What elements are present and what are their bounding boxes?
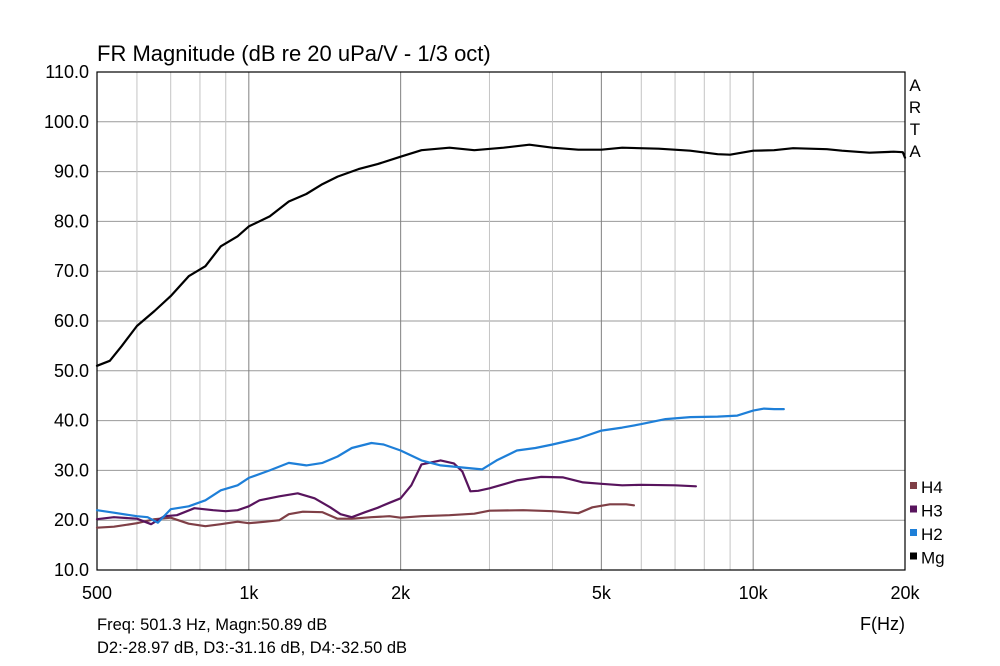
- legend-label-h2: H2: [921, 525, 943, 544]
- legend: H4 H3 H2 Mg: [910, 478, 945, 568]
- readout-line-1: Freq: 501.3 Hz, Magn:50.89 dB: [97, 616, 327, 634]
- readout-line-2: D2:-28.97 dB, D3:-31.16 dB, D4:-32.50 dB: [97, 639, 407, 657]
- y-tick-label: 30.0: [54, 460, 89, 480]
- legend-label-h3: H3: [921, 502, 943, 521]
- x-tick-label: 1k: [239, 583, 259, 603]
- x-tick-label: 2k: [391, 583, 411, 603]
- series-line-h2: [95, 407, 785, 524]
- y-tick-label: 50.0: [54, 361, 89, 381]
- series-line-mg: [95, 143, 907, 367]
- legend-label-h4: H4: [921, 478, 943, 497]
- y-tick-label: 70.0: [54, 261, 89, 281]
- y-tick-label: 20.0: [54, 510, 89, 530]
- y-tick-label: 110.0: [45, 62, 89, 82]
- legend-swatch-mg: [910, 552, 917, 560]
- y-tick-label: 10.0: [54, 560, 89, 580]
- x-tick-label: 10k: [739, 583, 769, 603]
- brand-letter: T: [910, 120, 920, 139]
- plot-frame: [96, 71, 906, 571]
- y-tick-label: 100.0: [44, 112, 89, 132]
- series-layer: [95, 143, 907, 529]
- x-axis-ticks: 500 1k 2k 5k 10k 20k: [82, 583, 921, 603]
- x-tick-label: 500: [82, 583, 112, 603]
- legend-swatch-h2: [910, 529, 917, 536]
- legend-swatch-h4: [910, 482, 917, 489]
- legend-label-mg: Mg: [921, 549, 945, 568]
- grid: [97, 72, 905, 570]
- y-tick-label: 90.0: [54, 162, 89, 182]
- y-tick-label: 60.0: [54, 311, 89, 331]
- x-axis-label: F(Hz): [860, 614, 905, 634]
- brand-letter: R: [909, 98, 921, 117]
- brand-letter: A: [909, 76, 921, 95]
- legend-swatch-h3: [910, 505, 917, 513]
- chart-title: FR Magnitude (dB re 20 uPa/V - 1/3 oct): [97, 41, 491, 66]
- series-line-h3: [95, 459, 697, 526]
- brand-letter: A: [909, 142, 921, 161]
- y-tick-label: 80.0: [54, 211, 89, 231]
- series-line-h4: [95, 503, 635, 529]
- y-axis-ticks: 110.0 100.0 90.0 80.0 70.0 60.0 50.0 40.0 30.0 20…: [44, 62, 89, 580]
- y-tick-label: 40.0: [54, 411, 89, 431]
- x-tick-label: 20k: [890, 583, 920, 603]
- x-tick-label: 5k: [592, 583, 612, 603]
